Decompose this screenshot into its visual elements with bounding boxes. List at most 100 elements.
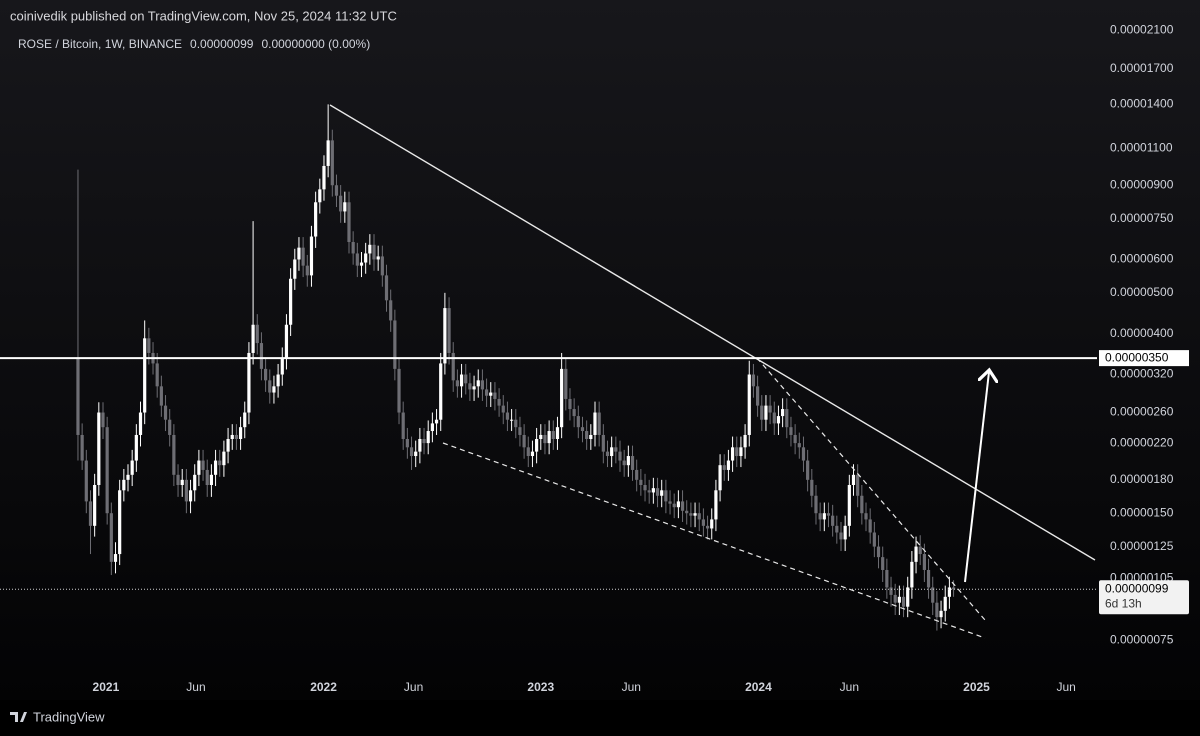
- candle-body: [243, 412, 247, 428]
- candle-body: [630, 456, 635, 470]
- logo-icon: [10, 712, 27, 722]
- candle-body: [714, 490, 718, 520]
- candle-body: [918, 546, 922, 555]
- candle-body: [409, 447, 414, 457]
- candle-body: [793, 434, 797, 444]
- candle-body: [218, 460, 222, 466]
- candle-body: [751, 374, 756, 387]
- candle-body: [564, 368, 568, 399]
- brand: TradingView: [33, 709, 105, 724]
- candle-body: [109, 513, 113, 562]
- candle-body: [293, 259, 297, 279]
- candle-body: [263, 368, 268, 381]
- y-tick-label: 0.00000075: [1110, 632, 1174, 646]
- candle-body: [143, 338, 147, 413]
- last-price-label: 0.00000099: [1105, 581, 1169, 595]
- candle-body: [297, 247, 301, 260]
- countdown: 6d 13h: [1105, 596, 1142, 610]
- y-tick-label: 0.00000180: [1110, 472, 1174, 486]
- candle-body: [130, 460, 134, 475]
- y-tick-label: 0.00000600: [1110, 252, 1174, 266]
- x-tick-label: 2021: [93, 680, 120, 694]
- candle-body: [514, 419, 518, 428]
- candle-body: [351, 242, 355, 254]
- candle-body: [501, 405, 505, 413]
- candle-body: [643, 484, 647, 491]
- candle-body: [509, 419, 514, 421]
- candle-body: [105, 427, 109, 514]
- candle-body: [118, 490, 122, 555]
- candle-body: [789, 427, 793, 435]
- candle-body: [184, 479, 188, 502]
- candle-body: [339, 195, 343, 212]
- candle-body: [213, 460, 218, 475]
- candle-body: [476, 380, 480, 387]
- x-tick-label: Jun: [186, 680, 205, 694]
- candle-body: [589, 434, 593, 439]
- candle-body: [188, 490, 193, 502]
- candle-body: [572, 409, 576, 417]
- candle-body: [397, 368, 401, 413]
- candle-body: [806, 460, 810, 480]
- candle-body: [88, 501, 93, 526]
- candle-body: [689, 513, 693, 516]
- candle-body: [701, 519, 705, 526]
- candle-body: [443, 308, 447, 364]
- y-tick-label: 0.00000150: [1110, 505, 1174, 519]
- candle-body: [947, 587, 951, 597]
- candle-body: [138, 412, 143, 435]
- candle-body: [455, 380, 459, 387]
- candle-body: [255, 324, 259, 344]
- candle-body: [439, 363, 443, 420]
- candle-body: [839, 532, 843, 540]
- candle-body: [222, 451, 226, 466]
- candle-body: [97, 412, 101, 485]
- candle-body: [818, 513, 822, 520]
- x-tick-label: 2022: [310, 680, 337, 694]
- candle-body: [906, 587, 910, 607]
- candle-body: [822, 513, 826, 520]
- candle-body: [180, 479, 184, 485]
- candle-body: [922, 554, 926, 570]
- candle-body: [535, 438, 539, 452]
- candle-body: [234, 434, 239, 439]
- candle-body: [464, 374, 468, 384]
- candle-body: [155, 363, 159, 387]
- candle-body: [622, 460, 626, 466]
- y-tick-label: 0.00001700: [1110, 61, 1174, 75]
- change: 0.00000000 (0.00%): [261, 37, 370, 51]
- footer-bar: [0, 700, 1200, 736]
- level-label: 0.00000350: [1105, 350, 1169, 364]
- candle-body: [230, 434, 234, 439]
- candle-body: [543, 434, 547, 444]
- candle-body: [484, 389, 489, 396]
- candle-body: [605, 451, 610, 457]
- candle-body: [772, 412, 776, 424]
- candle-body: [897, 596, 901, 603]
- candle-body: [422, 438, 426, 444]
- candle-body: [743, 434, 747, 448]
- trendline: [329, 104, 1096, 561]
- candle-body: [555, 427, 560, 439]
- candle-body: [639, 479, 643, 485]
- candle-body: [697, 513, 701, 520]
- candle-body: [835, 525, 839, 533]
- candle-body: [693, 513, 697, 516]
- candle-body: [147, 338, 151, 353]
- candle-body: [122, 479, 126, 491]
- candle-body: [876, 546, 881, 558]
- candle-body: [343, 202, 347, 212]
- candle-body: [614, 447, 618, 452]
- candle-body: [451, 352, 455, 381]
- candle-body: [722, 465, 726, 470]
- candle-body: [247, 352, 251, 413]
- y-tick-label: 0.00000900: [1110, 177, 1174, 191]
- last-price: 0.00000099: [190, 37, 254, 51]
- y-tick-label: 0.00000220: [1110, 435, 1174, 449]
- candle-body: [801, 447, 806, 461]
- y-tick-label: 0.00000750: [1110, 211, 1174, 225]
- candle-body: [314, 202, 318, 237]
- candle-body: [530, 451, 535, 457]
- footer-logo: TradingView: [10, 709, 105, 724]
